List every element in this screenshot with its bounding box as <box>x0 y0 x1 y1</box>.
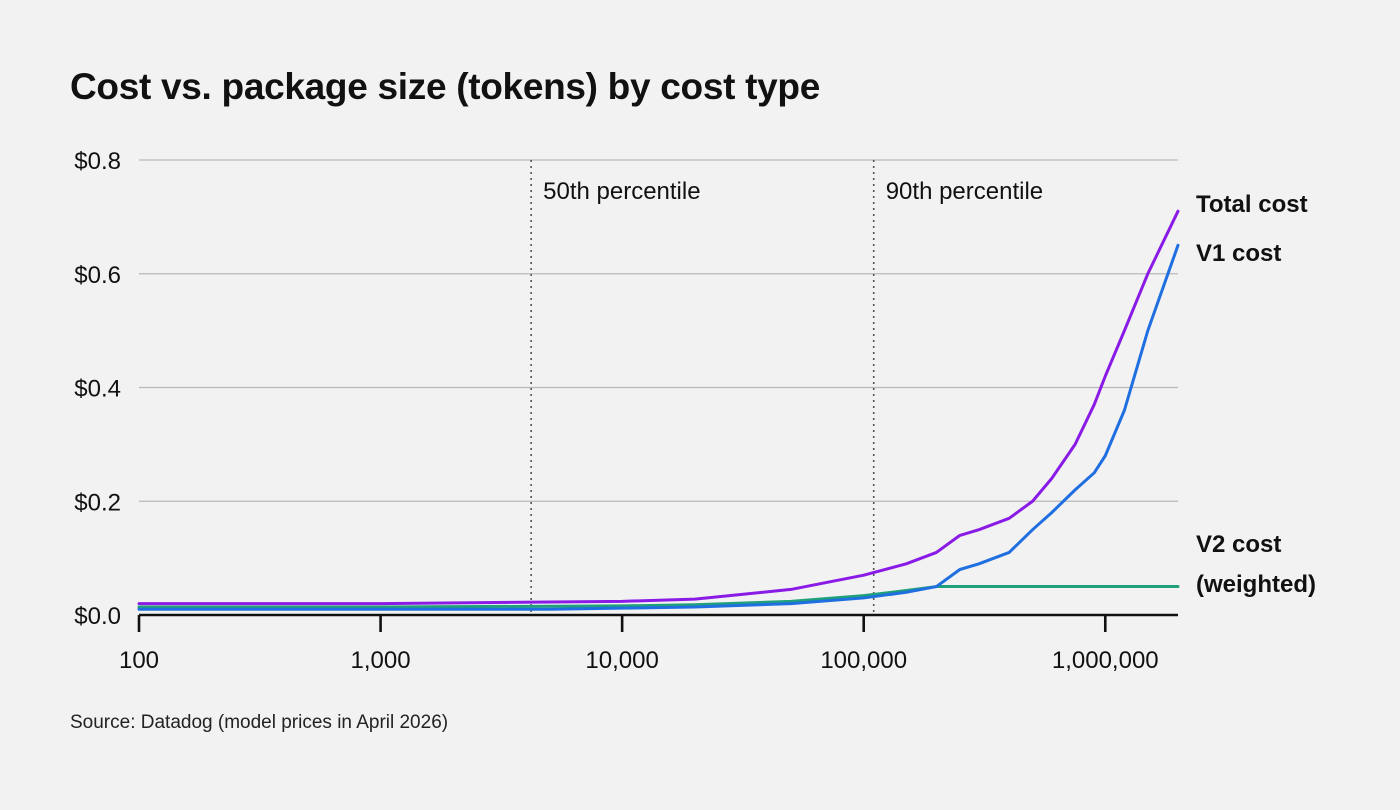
series-label: V2 cost <box>1196 531 1281 558</box>
y-tick-label: $0.4 <box>74 376 121 403</box>
series-line <box>137 243 1180 611</box>
y-tick-label: $0.8 <box>74 148 121 175</box>
series-labels: Total cost V1 cost V2 cost (weighted) <box>1196 191 1316 598</box>
series-line <box>137 585 1180 609</box>
gridlines <box>139 159 1178 502</box>
y-tick-label: $0.0 <box>74 603 121 630</box>
percentile-label: 90th percentile <box>886 178 1043 205</box>
chart-source: Source: Datadog (model prices in April 2… <box>70 712 449 733</box>
x-tick-label: 100,000 <box>820 647 907 674</box>
axes: $0.0 $0.2 $0.4 $0.6 $0.8 100 1,000 10,000 100,00… <box>74 148 1178 674</box>
x-tick-label: 1,000 <box>351 647 411 674</box>
series-lines <box>137 209 1180 611</box>
y-tick-label: $0.6 <box>74 262 121 289</box>
x-tick-label: 10,000 <box>585 647 658 674</box>
series-label: Total cost <box>1196 191 1308 218</box>
x-tick-label: 100 <box>119 647 159 674</box>
series-label: V1 cost <box>1196 240 1281 267</box>
y-tick-label: $0.2 <box>74 489 121 516</box>
series-line <box>137 209 1180 606</box>
percentile-markers: 50th percentile 90th percentile <box>530 160 1043 615</box>
x-tick-label: 1,000,000 <box>1052 647 1159 674</box>
chart-title: Cost vs. package size (tokens) by cost t… <box>70 66 820 107</box>
percentile-label: 50th percentile <box>543 178 700 205</box>
series-label: (weighted) <box>1196 571 1316 598</box>
